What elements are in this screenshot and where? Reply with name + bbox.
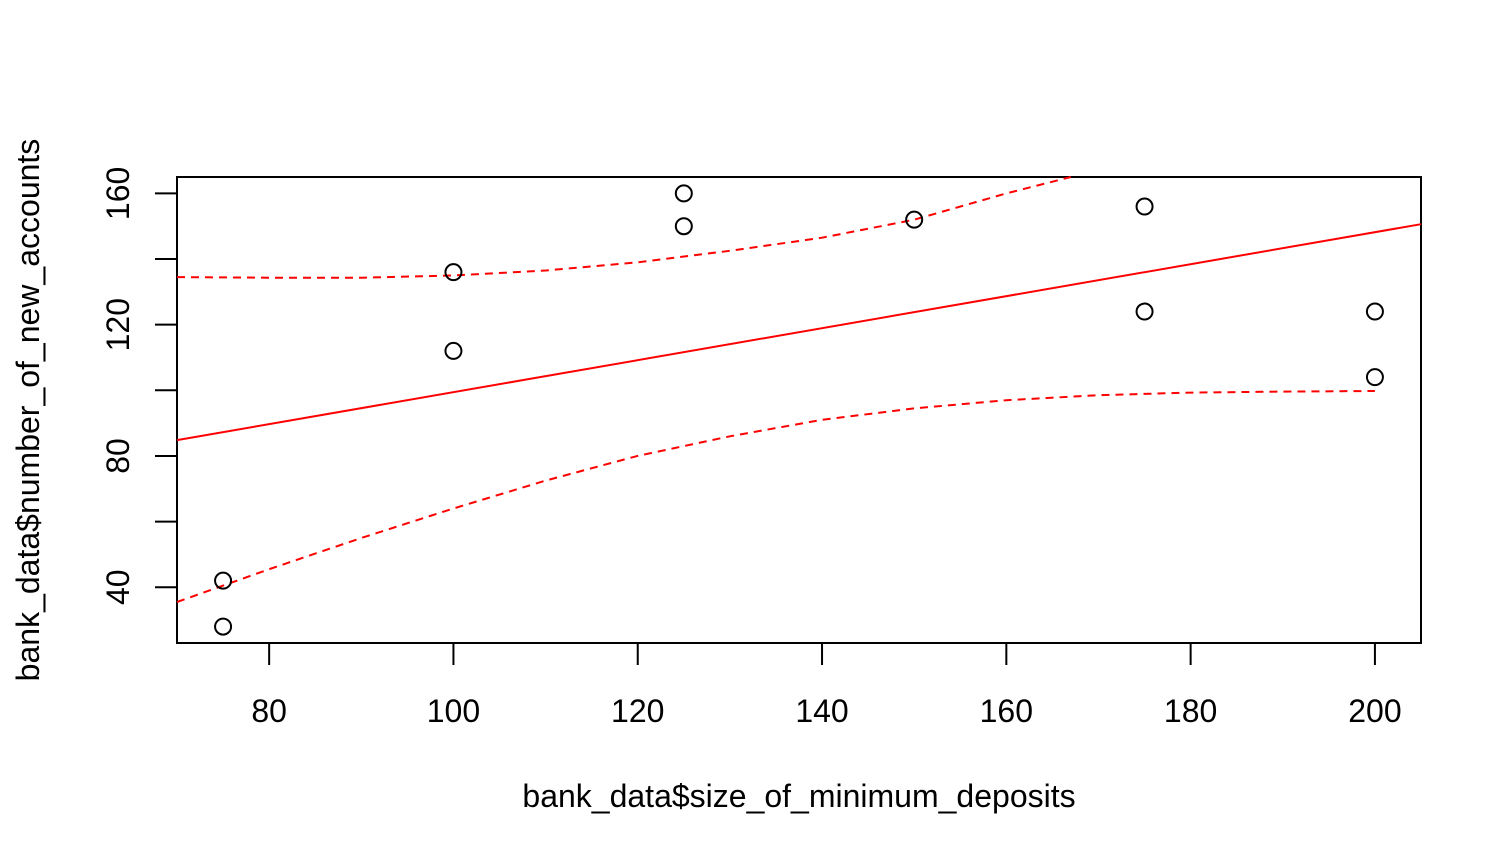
data-point-3 — [444, 263, 463, 282]
axes: 80 100 120 140 160 180 200 40 80 120 160 — [100, 167, 1402, 729]
data-point-4 — [674, 217, 693, 236]
lower-confidence-band — [176, 390, 1375, 603]
data-point-2 — [444, 341, 463, 360]
y-tick-label-160: 160 — [100, 167, 136, 220]
data-point-7 — [1135, 302, 1154, 321]
data-point-6 — [905, 210, 924, 229]
y-tick-label-120: 120 — [100, 298, 136, 351]
x-tick-label-100: 100 — [427, 693, 480, 729]
confidence-bands — [176, 176, 1375, 603]
data-point-9 — [1365, 368, 1384, 387]
plot-frame — [176, 176, 1422, 644]
data-point-0 — [214, 617, 233, 636]
data-point-1 — [214, 571, 233, 590]
y-axis-title: bank_data$number_of_new_accounts — [10, 139, 46, 682]
data-point-8 — [1135, 197, 1154, 216]
x-tick-label-140: 140 — [795, 693, 848, 729]
data-point-5 — [674, 184, 693, 203]
x-tick-label-160: 160 — [980, 693, 1033, 729]
regression-line — [176, 223, 1422, 442]
x-axis-title: bank_data$size_of_minimum_deposits — [522, 778, 1075, 814]
y-tick-label-40: 40 — [100, 569, 136, 605]
x-tick-label-200: 200 — [1348, 693, 1401, 729]
x-tick-label-120: 120 — [611, 693, 664, 729]
data-point-10 — [1365, 302, 1384, 321]
x-tick-label-80: 80 — [251, 693, 287, 729]
fit-line-layer — [176, 223, 1422, 442]
y-tick-label-80: 80 — [100, 438, 136, 474]
data-points — [214, 184, 1384, 636]
x-tick-label-180: 180 — [1164, 693, 1217, 729]
upper-confidence-band — [176, 176, 1072, 279]
